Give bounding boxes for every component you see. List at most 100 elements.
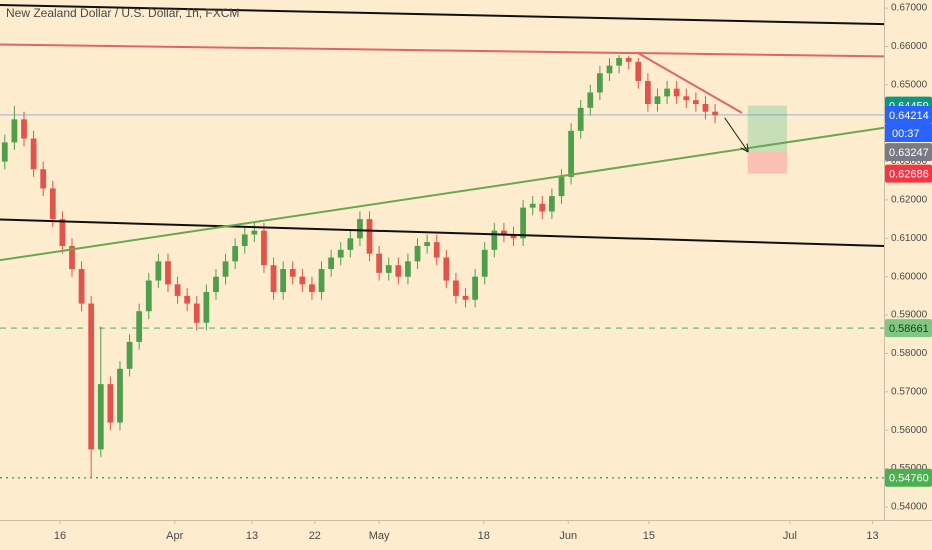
candle-body (529, 203, 536, 208)
x-tick-label: 22 (309, 530, 321, 542)
x-tick-label: 15 (643, 530, 655, 542)
candle-body (453, 280, 459, 296)
trend-line (0, 3, 885, 26)
candle-body (165, 261, 171, 285)
candle-body (625, 57, 632, 62)
candle-body (616, 57, 622, 66)
y-tick-label: 0.57000 (891, 386, 928, 397)
candle-body (318, 269, 325, 293)
x-tick-label: Apr (166, 530, 183, 542)
candle-body (443, 257, 450, 281)
candle-body (645, 80, 651, 104)
candle-body (261, 230, 267, 266)
loss-zone (747, 152, 788, 174)
countdown-badge (885, 123, 932, 142)
candle-body (510, 234, 517, 239)
candle-body (366, 219, 373, 254)
x-tick-label: May (369, 530, 390, 542)
candle-body (347, 238, 354, 250)
price-badge (885, 164, 932, 183)
x-tick-label: Jul (783, 530, 797, 542)
candle-body (405, 261, 411, 277)
candle-body (395, 265, 402, 277)
candle-body (270, 265, 277, 293)
candle-body (606, 65, 613, 74)
candle-body (193, 303, 200, 323)
y-tick-label: 0.56000 (891, 425, 928, 436)
arrow (724, 117, 748, 151)
chart-title: New Zealand Dollar / U.S. Dollar, 1h, FX… (6, 6, 239, 20)
price-badge (885, 319, 932, 338)
candle-body (40, 169, 47, 189)
candle-body (241, 234, 248, 246)
y-tick-label: 0.59000 (891, 310, 928, 321)
candle-body (174, 284, 181, 296)
price-badge (885, 468, 932, 487)
candle-body (587, 92, 594, 108)
candle-body (1, 142, 8, 162)
candle-body (424, 242, 431, 246)
candle-body (433, 242, 440, 258)
candle-body (481, 249, 488, 277)
price-badge (885, 143, 932, 162)
candle-body (213, 276, 219, 293)
candle-body (107, 384, 114, 423)
candle-body (491, 230, 498, 250)
candle-body (414, 245, 421, 262)
candle-body (635, 61, 642, 81)
candle-body (549, 196, 555, 212)
y-tick-label: 0.55000 (891, 463, 928, 474)
candle-body (69, 245, 75, 270)
candle-body (203, 292, 210, 323)
plot-area (0, 3, 885, 479)
candle-body (577, 107, 584, 131)
candle-body (568, 130, 574, 177)
candle-body (97, 384, 104, 450)
countdown-label: 00:37 (892, 128, 920, 140)
x-tick-label: 18 (478, 530, 490, 542)
y-tick-label: 0.66000 (891, 41, 928, 52)
candle-body (328, 257, 335, 270)
candle-body (299, 276, 306, 285)
y-tick-label: 0.61000 (891, 233, 928, 244)
candle-body (88, 303, 95, 450)
price-badge-label: 0.63247 (889, 147, 929, 159)
candle-body (30, 138, 37, 170)
candle-body (59, 219, 66, 246)
price-badge-label: 0.54760 (889, 473, 929, 485)
price-badge-label: 0.62686 (889, 169, 929, 181)
price-badge (885, 105, 932, 124)
candle-body (664, 88, 670, 97)
candle-body (280, 269, 287, 293)
candle-body (462, 295, 469, 300)
candle-body (357, 219, 363, 239)
trend-line (636, 51, 743, 114)
y-tick-label: 0.62000 (891, 195, 928, 206)
trend-line (0, 218, 885, 247)
x-tick-label: 13 (866, 530, 878, 542)
x-tick-label: Jun (559, 530, 577, 542)
candle-body (251, 230, 258, 235)
y-tick-label: 0.60000 (891, 271, 928, 282)
price-badge-label: 0.58661 (889, 323, 929, 335)
y-tick-label: 0.54000 (891, 502, 928, 513)
candle-body (126, 341, 133, 369)
candle-body (597, 73, 603, 93)
candle-body (49, 188, 56, 220)
x-tick-label: 13 (246, 530, 258, 542)
axes: 0.54000 0.55000 0.56000 0.57000 0.58000 0.590… (54, 3, 932, 542)
candle-body (309, 284, 315, 293)
candle-body (385, 265, 392, 273)
candle-body (683, 96, 690, 101)
candle-body (78, 269, 85, 304)
candle-body (702, 104, 709, 112)
candle-body (376, 253, 383, 273)
candle-body (184, 295, 191, 304)
candle-body (692, 100, 699, 104)
candle-body (145, 280, 152, 312)
candle-body (136, 311, 143, 342)
candle-body (501, 230, 507, 235)
price-badge-label: 0.64214 (889, 110, 929, 122)
